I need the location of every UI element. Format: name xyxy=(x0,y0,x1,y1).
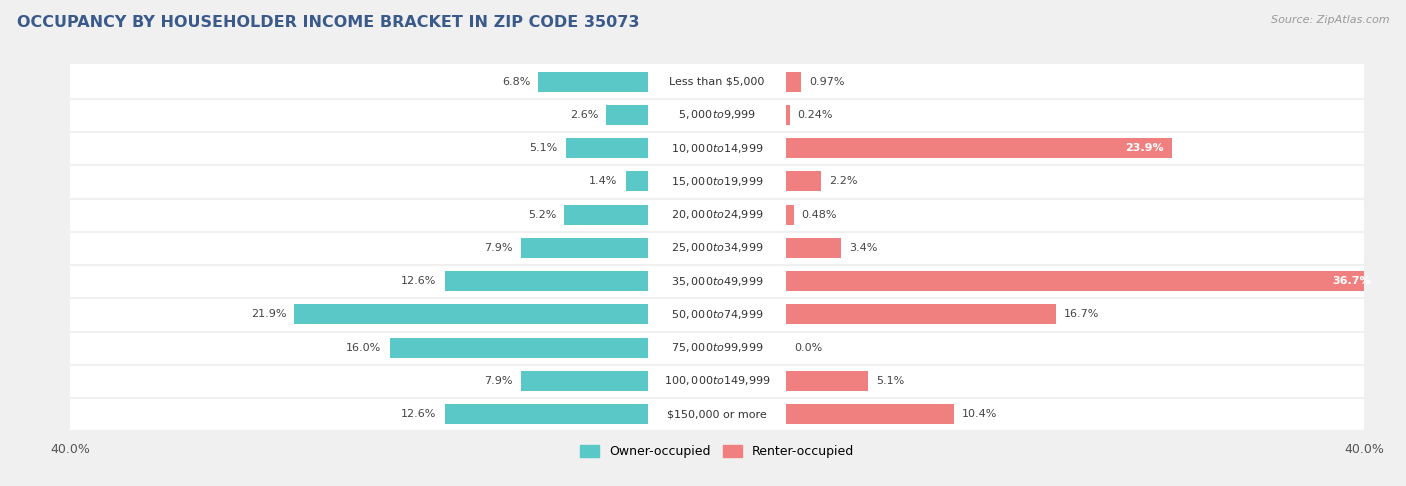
Bar xyxy=(786,205,793,225)
Bar xyxy=(786,238,841,258)
Bar xyxy=(786,71,801,91)
Text: 0.97%: 0.97% xyxy=(810,77,845,87)
Text: 21.9%: 21.9% xyxy=(250,310,287,319)
Text: Source: ZipAtlas.com: Source: ZipAtlas.com xyxy=(1271,15,1389,25)
Bar xyxy=(626,172,648,191)
Bar xyxy=(70,64,1364,99)
Bar xyxy=(70,330,1364,365)
Bar xyxy=(294,304,648,324)
Text: $35,000 to $49,999: $35,000 to $49,999 xyxy=(671,275,763,288)
Text: OCCUPANCY BY HOUSEHOLDER INCOME BRACKET IN ZIP CODE 35073: OCCUPANCY BY HOUSEHOLDER INCOME BRACKET … xyxy=(17,15,640,30)
Text: 12.6%: 12.6% xyxy=(401,409,436,419)
Text: 7.9%: 7.9% xyxy=(484,243,513,253)
Text: 0.48%: 0.48% xyxy=(801,209,837,220)
Bar xyxy=(444,271,648,291)
Bar xyxy=(786,172,821,191)
Text: 5.1%: 5.1% xyxy=(876,376,904,386)
Bar xyxy=(70,98,1364,132)
Text: 6.8%: 6.8% xyxy=(502,77,530,87)
Bar xyxy=(786,138,1173,158)
Legend: Owner-occupied, Renter-occupied: Owner-occupied, Renter-occupied xyxy=(575,440,859,463)
Text: 10.4%: 10.4% xyxy=(962,409,997,419)
Bar xyxy=(70,264,1364,298)
Text: 7.9%: 7.9% xyxy=(484,376,513,386)
Bar xyxy=(538,71,648,91)
Bar xyxy=(564,205,648,225)
Bar xyxy=(444,404,648,424)
Bar xyxy=(606,105,648,125)
Text: 12.6%: 12.6% xyxy=(401,276,436,286)
Bar xyxy=(70,364,1364,398)
Bar xyxy=(786,105,790,125)
Bar xyxy=(70,131,1364,165)
Text: $5,000 to $9,999: $5,000 to $9,999 xyxy=(678,108,756,122)
Bar xyxy=(786,304,1056,324)
Bar xyxy=(786,404,953,424)
Bar xyxy=(70,297,1364,331)
Bar xyxy=(70,197,1364,232)
Bar xyxy=(520,238,648,258)
Text: 2.2%: 2.2% xyxy=(830,176,858,186)
Text: 16.0%: 16.0% xyxy=(346,343,381,353)
Text: $75,000 to $99,999: $75,000 to $99,999 xyxy=(671,341,763,354)
Text: $25,000 to $34,999: $25,000 to $34,999 xyxy=(671,242,763,254)
Text: $10,000 to $14,999: $10,000 to $14,999 xyxy=(671,141,763,155)
Text: 1.4%: 1.4% xyxy=(589,176,617,186)
Bar xyxy=(786,371,869,391)
Bar xyxy=(786,271,1379,291)
Text: 5.2%: 5.2% xyxy=(527,209,557,220)
Text: 16.7%: 16.7% xyxy=(1064,310,1099,319)
Bar xyxy=(70,230,1364,265)
Bar xyxy=(70,397,1364,432)
Bar xyxy=(389,338,648,358)
Text: 23.9%: 23.9% xyxy=(1126,143,1164,153)
Text: $50,000 to $74,999: $50,000 to $74,999 xyxy=(671,308,763,321)
Text: 36.7%: 36.7% xyxy=(1333,276,1371,286)
Text: 3.4%: 3.4% xyxy=(849,243,877,253)
Bar xyxy=(565,138,648,158)
Text: $100,000 to $149,999: $100,000 to $149,999 xyxy=(664,374,770,387)
Text: $15,000 to $19,999: $15,000 to $19,999 xyxy=(671,175,763,188)
Bar xyxy=(520,371,648,391)
Text: Less than $5,000: Less than $5,000 xyxy=(669,77,765,87)
Text: 0.0%: 0.0% xyxy=(794,343,823,353)
Text: 5.1%: 5.1% xyxy=(530,143,558,153)
Text: 0.24%: 0.24% xyxy=(797,110,834,120)
Text: $20,000 to $24,999: $20,000 to $24,999 xyxy=(671,208,763,221)
Text: $150,000 or more: $150,000 or more xyxy=(668,409,766,419)
Text: 2.6%: 2.6% xyxy=(569,110,598,120)
Bar xyxy=(70,164,1364,199)
